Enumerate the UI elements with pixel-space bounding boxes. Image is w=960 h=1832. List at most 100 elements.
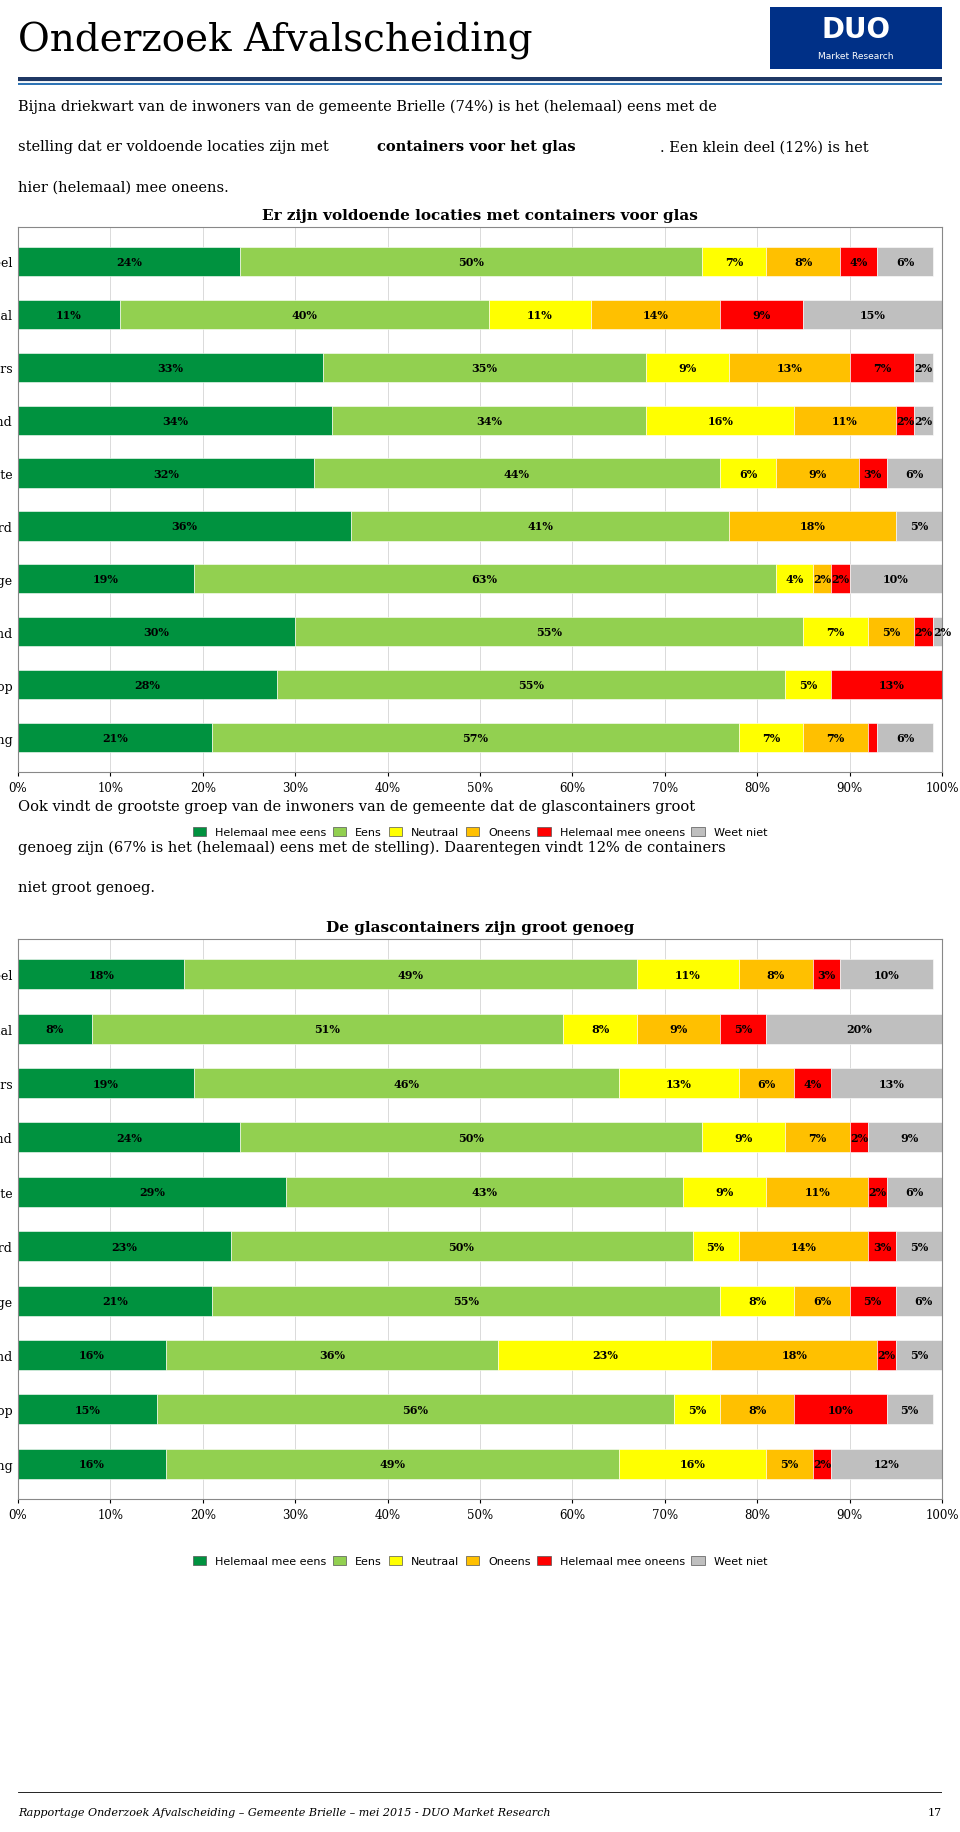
Text: 13%: 13%: [777, 363, 803, 374]
Bar: [618, 1449, 766, 1478]
Text: 21%: 21%: [102, 1295, 128, 1306]
Bar: [785, 1123, 850, 1152]
Bar: [914, 354, 933, 383]
Text: 28%: 28%: [134, 680, 160, 691]
Text: 5%: 5%: [734, 1024, 753, 1035]
Text: 50%: 50%: [458, 1132, 484, 1143]
Bar: [813, 960, 840, 989]
Bar: [831, 671, 951, 700]
Title: De glascontainers zijn groot genoeg: De glascontainers zijn groot genoeg: [325, 920, 635, 934]
Bar: [18, 1286, 212, 1315]
Bar: [840, 247, 877, 277]
Bar: [692, 1231, 739, 1262]
Text: 21%: 21%: [102, 733, 128, 744]
Text: 5%: 5%: [910, 1240, 928, 1251]
Text: 36%: 36%: [319, 1350, 346, 1361]
Text: hier (helemaal) mee oneens.: hier (helemaal) mee oneens.: [18, 180, 228, 194]
Bar: [711, 1341, 877, 1370]
Text: 18%: 18%: [88, 969, 114, 980]
Text: 46%: 46%: [393, 1077, 420, 1088]
Text: 10%: 10%: [883, 573, 909, 584]
Bar: [776, 564, 813, 594]
Bar: [813, 1449, 831, 1478]
Text: 3%: 3%: [873, 1240, 891, 1251]
Bar: [490, 300, 591, 330]
Text: 9%: 9%: [808, 469, 827, 480]
Text: Market Research: Market Research: [818, 51, 894, 60]
Bar: [18, 1231, 230, 1262]
Bar: [18, 247, 240, 277]
Text: 6%: 6%: [757, 1077, 776, 1088]
Bar: [618, 1068, 739, 1099]
Text: 4%: 4%: [804, 1077, 822, 1088]
Bar: [804, 724, 868, 753]
Bar: [314, 460, 720, 489]
Bar: [591, 300, 720, 330]
Bar: [286, 1178, 684, 1207]
Bar: [804, 617, 868, 647]
Text: 5%: 5%: [882, 627, 900, 638]
Text: 8%: 8%: [46, 1024, 64, 1035]
Bar: [896, 1341, 942, 1370]
Text: 19%: 19%: [93, 1077, 119, 1088]
Bar: [914, 407, 933, 436]
Bar: [887, 460, 942, 489]
Bar: [877, 724, 933, 753]
Text: 18%: 18%: [781, 1350, 807, 1361]
Text: 15%: 15%: [860, 310, 886, 321]
Bar: [850, 1286, 896, 1315]
Bar: [739, 960, 813, 989]
Text: 9%: 9%: [669, 1024, 687, 1035]
Text: 5%: 5%: [900, 1403, 919, 1414]
Bar: [831, 1068, 951, 1099]
Bar: [684, 1178, 766, 1207]
Text: 2%: 2%: [915, 363, 932, 374]
Text: 6%: 6%: [739, 469, 757, 480]
Text: 11%: 11%: [527, 310, 553, 321]
Text: 23%: 23%: [111, 1240, 137, 1251]
Text: 12%: 12%: [874, 1458, 900, 1469]
Text: 7%: 7%: [827, 627, 845, 638]
Text: 2%: 2%: [831, 573, 850, 584]
Text: 7%: 7%: [873, 363, 891, 374]
Bar: [730, 513, 896, 540]
Bar: [720, 300, 804, 330]
Bar: [18, 460, 314, 489]
Bar: [739, 1068, 794, 1099]
Text: Onderzoek Afvalscheiding: Onderzoek Afvalscheiding: [18, 22, 533, 60]
Text: 6%: 6%: [905, 1187, 924, 1198]
Bar: [156, 1394, 674, 1425]
Text: 9%: 9%: [753, 310, 771, 321]
Text: 15%: 15%: [74, 1403, 100, 1414]
Bar: [720, 460, 776, 489]
Text: 19%: 19%: [93, 573, 119, 584]
Bar: [350, 513, 730, 540]
Bar: [637, 960, 739, 989]
Text: 5%: 5%: [799, 680, 817, 691]
Text: niet groot genoeg.: niet groot genoeg.: [18, 881, 155, 894]
Bar: [230, 1231, 692, 1262]
Text: 3%: 3%: [864, 469, 882, 480]
Text: 29%: 29%: [139, 1187, 165, 1198]
Text: 44%: 44%: [504, 469, 530, 480]
Text: 23%: 23%: [591, 1350, 617, 1361]
Bar: [18, 564, 194, 594]
Text: 50%: 50%: [448, 1240, 474, 1251]
Bar: [18, 1449, 166, 1478]
Text: 50%: 50%: [458, 256, 484, 267]
Text: 5%: 5%: [910, 520, 928, 531]
Bar: [850, 354, 914, 383]
Text: 41%: 41%: [527, 520, 553, 531]
Bar: [794, 1068, 831, 1099]
Text: Rapportage Onderzoek Afvalscheiding – Gemeente Brielle – mei 2015 - DUO Market R: Rapportage Onderzoek Afvalscheiding – Ge…: [18, 1806, 550, 1817]
Text: 49%: 49%: [379, 1458, 405, 1469]
Text: 13%: 13%: [665, 1077, 691, 1088]
Text: 2%: 2%: [915, 627, 932, 638]
Bar: [18, 513, 350, 540]
Text: 2%: 2%: [877, 1350, 896, 1361]
Text: 30%: 30%: [144, 627, 170, 638]
Bar: [831, 564, 850, 594]
Bar: [18, 1394, 156, 1425]
Text: 8%: 8%: [748, 1403, 766, 1414]
Text: 32%: 32%: [153, 469, 179, 480]
